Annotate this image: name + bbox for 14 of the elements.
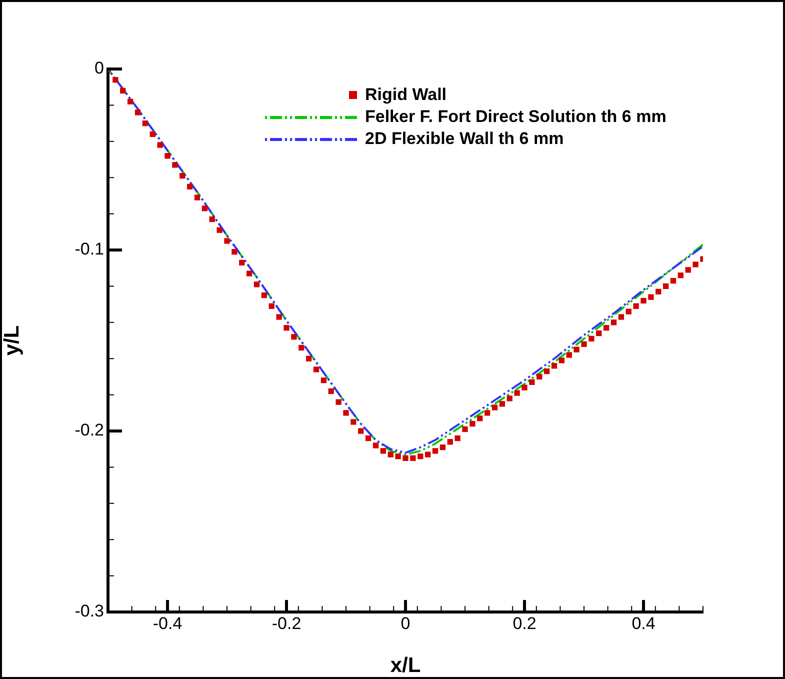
legend-label: Rigid Wall: [365, 85, 447, 105]
x-tick-label: 0.4: [632, 614, 656, 633]
y-tick-label: 0: [94, 58, 104, 78]
x-tick-label: 0.2: [512, 614, 536, 633]
y-tick-label: -0.2: [74, 420, 104, 440]
y-axis-title: y/L: [0, 325, 24, 356]
x-tick-label: 0: [400, 614, 410, 633]
y-tick-label: -0.1: [74, 240, 104, 259]
x-tick-label: -0.2: [272, 614, 302, 633]
x-axis-title: x/L: [390, 654, 421, 678]
x-tick-label: -0.4: [152, 614, 182, 633]
y-tick-label: -0.3: [74, 602, 104, 621]
legend-label: 2D Flexible Wall th 6 mm: [365, 129, 564, 149]
legend-label: Felker F. Fort Direct Solution th 6 mm: [365, 107, 666, 127]
